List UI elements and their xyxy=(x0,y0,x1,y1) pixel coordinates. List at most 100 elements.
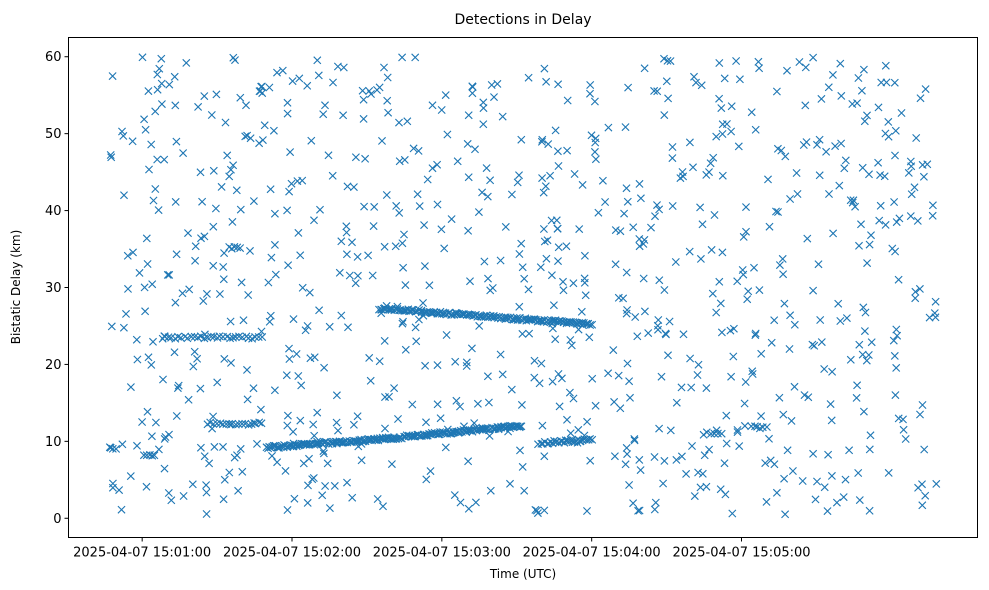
detection-marker xyxy=(588,374,597,383)
y-tick-label: 30 xyxy=(45,281,62,296)
detection-marker xyxy=(115,486,124,495)
detection-marker xyxy=(273,68,281,77)
detection-marker xyxy=(190,332,199,341)
detection-marker xyxy=(233,451,241,460)
detection-marker xyxy=(540,237,549,246)
detection-marker xyxy=(591,401,600,410)
detection-marker xyxy=(865,170,873,179)
detection-marker xyxy=(303,81,312,90)
detection-marker xyxy=(184,229,192,238)
detection-marker xyxy=(483,192,492,201)
detection-marker xyxy=(544,140,553,149)
detection-marker xyxy=(899,425,908,434)
detection-marker xyxy=(781,152,790,161)
detection-marker xyxy=(772,488,781,497)
detection-marker xyxy=(881,220,890,229)
detection-marker xyxy=(635,455,644,464)
y-tick-label: 10 xyxy=(45,435,62,450)
detection-marker xyxy=(202,289,211,298)
detection-marker xyxy=(383,96,392,105)
detection-marker xyxy=(892,218,901,227)
detection-marker xyxy=(740,421,749,430)
detection-marker xyxy=(717,328,726,337)
detection-marker xyxy=(915,284,924,293)
detection-marker xyxy=(742,203,750,212)
detection-marker xyxy=(375,305,383,314)
detection-marker xyxy=(855,496,864,505)
detection-marker xyxy=(462,358,471,367)
detection-marker xyxy=(729,352,738,361)
detection-marker xyxy=(783,446,792,455)
detection-marker xyxy=(283,506,292,514)
detection-marker xyxy=(890,351,899,360)
detection-marker xyxy=(464,504,473,513)
detection-marker xyxy=(189,362,198,371)
detection-marker xyxy=(286,148,295,157)
detection-marker xyxy=(655,424,664,433)
detection-marker xyxy=(554,257,562,266)
detection-marker xyxy=(853,99,862,108)
detection-marker xyxy=(464,173,473,182)
detection-marker xyxy=(660,286,669,294)
detection-marker xyxy=(462,362,471,370)
detection-marker xyxy=(236,93,245,102)
detection-marker xyxy=(668,154,677,163)
detection-marker xyxy=(154,206,163,215)
detection-marker xyxy=(604,369,613,378)
x-axis-label: Time (UTC) xyxy=(489,567,556,581)
detection-marker xyxy=(321,101,329,110)
detection-marker xyxy=(835,181,844,190)
detection-marker xyxy=(266,185,275,194)
detection-marker xyxy=(757,412,766,421)
detection-marker xyxy=(820,365,829,373)
detection-marker xyxy=(542,254,551,263)
detection-marker xyxy=(122,309,130,318)
detection-marker xyxy=(441,443,450,452)
detection-marker xyxy=(722,411,731,420)
detection-marker xyxy=(860,327,869,336)
detection-marker xyxy=(640,307,649,316)
detection-marker xyxy=(118,127,126,136)
detection-marker xyxy=(170,348,179,357)
detection-marker xyxy=(339,111,348,120)
detection-marker xyxy=(178,289,187,298)
detection-marker xyxy=(381,424,389,433)
detection-marker xyxy=(761,459,770,468)
detection-marker xyxy=(140,283,149,292)
detection-marker xyxy=(554,162,563,170)
detection-marker xyxy=(779,410,788,419)
detection-marker xyxy=(232,186,241,195)
detection-marker xyxy=(594,208,603,217)
detection-marker xyxy=(569,279,578,288)
detection-marker xyxy=(913,216,922,225)
detection-marker xyxy=(536,263,545,272)
detection-marker xyxy=(636,466,645,475)
detection-marker xyxy=(575,225,584,234)
detection-marker xyxy=(209,412,218,421)
detection-marker xyxy=(742,227,750,236)
detection-marker xyxy=(421,361,430,370)
detection-marker xyxy=(345,271,354,280)
detection-marker xyxy=(242,101,250,110)
detection-marker xyxy=(817,338,826,347)
y-tick-label: 40 xyxy=(45,204,62,219)
detection-marker xyxy=(170,72,179,81)
detection-marker xyxy=(283,421,292,430)
detection-marker xyxy=(287,179,296,188)
detection-marker xyxy=(894,275,903,284)
detection-marker xyxy=(893,331,902,340)
detection-marker xyxy=(801,101,810,110)
detection-marker xyxy=(540,452,549,461)
detection-marker xyxy=(664,351,672,360)
detection-marker xyxy=(222,420,231,428)
detection-marker xyxy=(296,251,305,260)
data-markers xyxy=(105,53,941,519)
detection-marker xyxy=(423,175,432,184)
detection-marker xyxy=(143,407,152,416)
detection-marker xyxy=(172,250,181,259)
detection-marker xyxy=(400,230,408,239)
detection-marker xyxy=(133,441,141,450)
detection-marker xyxy=(858,163,867,172)
detection-marker xyxy=(394,415,402,423)
detection-marker xyxy=(506,479,514,488)
